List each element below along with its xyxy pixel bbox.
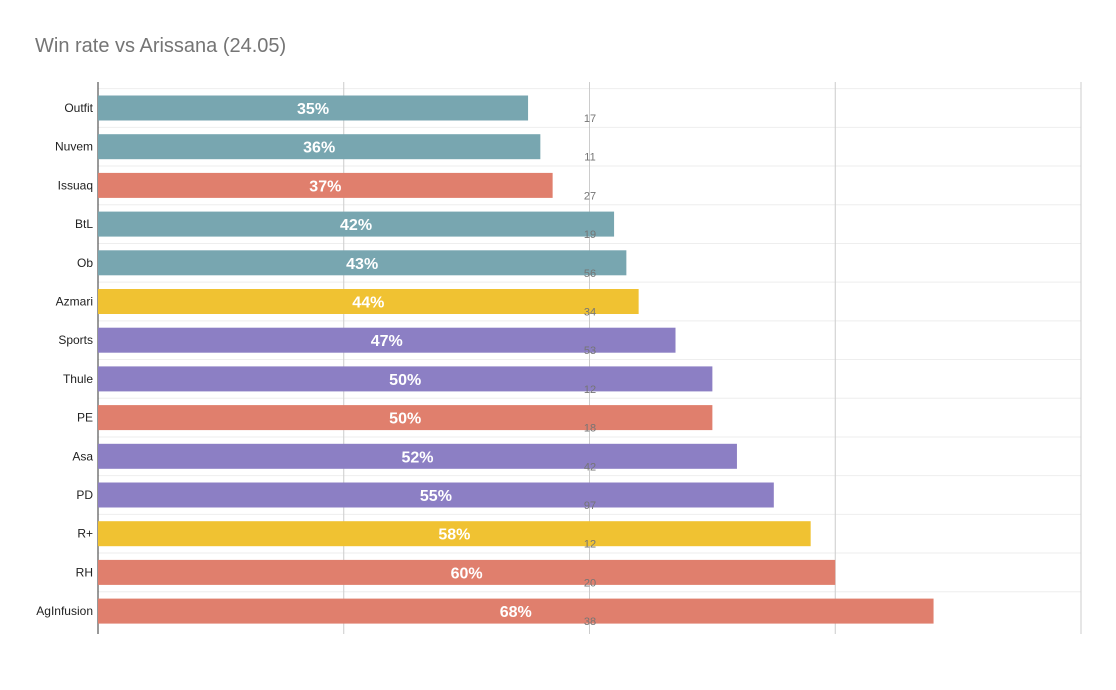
category-label: Ob	[77, 256, 93, 270]
bar-value-label: 44%	[352, 295, 384, 312]
bar	[98, 598, 934, 624]
bar-value-label: 43%	[346, 256, 378, 273]
category-label: Nuvem	[55, 140, 93, 154]
bar-value-label: 42%	[340, 217, 372, 234]
bar-value-label: 58%	[438, 527, 470, 544]
count-label: 42	[584, 461, 596, 473]
bar-value-label: 50%	[389, 372, 421, 389]
bar	[98, 482, 774, 508]
bar	[98, 366, 713, 392]
count-label: 18	[584, 423, 596, 435]
bar	[98, 559, 836, 585]
bar	[98, 289, 639, 314]
bar	[98, 327, 676, 353]
bar-value-label: 36%	[303, 140, 335, 157]
bar-value-label: 68%	[500, 604, 532, 621]
bar	[98, 134, 541, 160]
count-label: 38	[584, 616, 596, 628]
bar	[98, 443, 737, 469]
bar-value-label: 37%	[309, 178, 341, 195]
bar-value-label: 35%	[297, 101, 329, 118]
category-label: RH	[76, 565, 93, 579]
count-label: 12	[584, 539, 596, 551]
bar	[98, 172, 553, 198]
count-label: 20	[584, 577, 596, 589]
category-label: PD	[76, 488, 93, 502]
count-label: 97	[584, 500, 596, 512]
count-label: 12	[584, 384, 596, 396]
bar	[98, 211, 615, 237]
bar	[98, 521, 811, 547]
bar	[98, 250, 627, 276]
category-label: Asa	[72, 449, 93, 463]
category-label: PE	[77, 411, 93, 425]
bar-value-label: 60%	[451, 565, 483, 582]
count-label: 56	[584, 268, 596, 280]
category-label: Azmari	[56, 295, 93, 309]
count-label: 11	[584, 152, 595, 164]
bar-value-label: 50%	[389, 411, 421, 428]
count-label: 17	[584, 113, 596, 125]
count-label: 19	[584, 229, 596, 241]
category-label: Sports	[58, 333, 93, 347]
category-label: BtL	[75, 217, 93, 231]
category-label: AgInfusion	[36, 604, 93, 618]
count-label: 53	[584, 345, 596, 357]
bar	[98, 95, 529, 121]
bar	[98, 405, 713, 431]
category-label: Thule	[63, 372, 93, 386]
category-label: R+	[77, 527, 93, 541]
count-label: 27	[584, 190, 596, 202]
chart-title: Win rate vs Arissana (24.05)	[35, 35, 287, 57]
category-label: Issuaq	[58, 178, 93, 192]
bar-value-label: 52%	[401, 449, 433, 466]
count-label: 34	[584, 307, 596, 319]
category-label: Outfit	[64, 101, 93, 115]
bar-value-label: 47%	[371, 333, 403, 350]
bar-value-label: 55%	[420, 488, 452, 505]
